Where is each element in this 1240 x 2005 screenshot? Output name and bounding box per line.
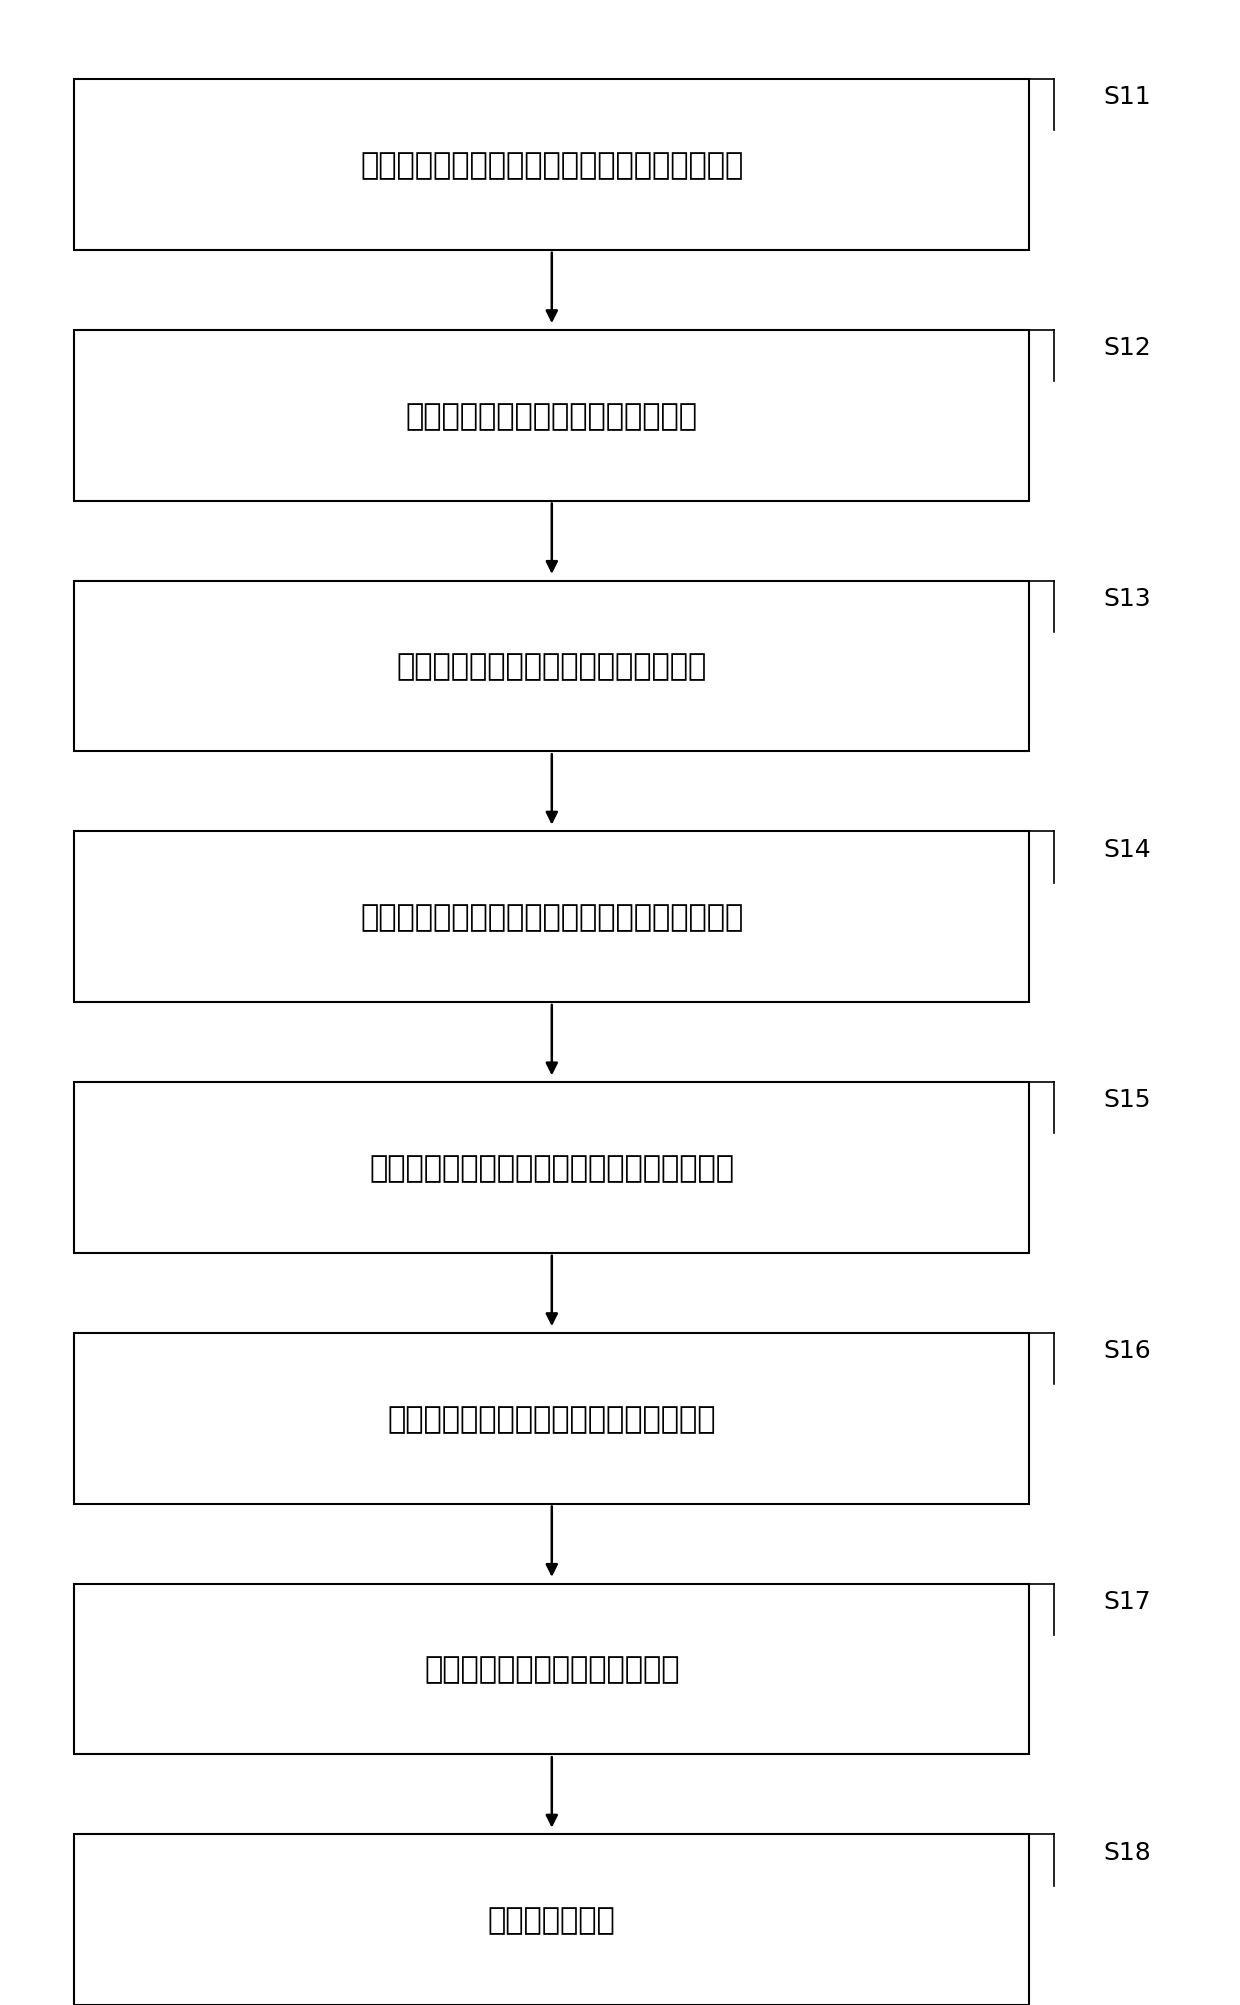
FancyBboxPatch shape [74, 1835, 1029, 2005]
Text: S12: S12 [1104, 337, 1152, 359]
Text: 粘片，所述衬底的底面与一粘片膜粘合: 粘片，所述衬底的底面与一粘片膜粘合 [397, 652, 707, 682]
Text: S18: S18 [1104, 1841, 1152, 1863]
Text: 劈裂，以获得相互分隔的所述半导体单元: 劈裂，以获得相互分隔的所述半导体单元 [388, 1404, 715, 1434]
Text: 进行后工序作业: 进行后工序作业 [487, 1905, 616, 1935]
Text: S13: S13 [1104, 587, 1151, 610]
Text: 贴保护膜，所述保护膜完全覆盖所述半导体元件: 贴保护膜，所述保护膜完全覆盖所述半导体元件 [360, 902, 744, 932]
Text: 提供一衬底，在所述衬底上生长多个半导体元件: 提供一衬底，在所述衬底上生长多个半导体元件 [360, 150, 744, 180]
Text: S15: S15 [1104, 1089, 1151, 1111]
FancyBboxPatch shape [74, 80, 1029, 251]
Text: S11: S11 [1104, 86, 1151, 108]
FancyBboxPatch shape [74, 1333, 1029, 1504]
FancyBboxPatch shape [74, 832, 1029, 1002]
FancyBboxPatch shape [74, 331, 1029, 501]
Text: 所述衬底进行减薄，抛光，背镀处理: 所述衬底进行减薄，抛光，背镀处理 [405, 401, 698, 431]
Text: S16: S16 [1104, 1339, 1152, 1361]
Text: S17: S17 [1104, 1590, 1151, 1612]
Text: 去除保护膜，按照倍率进行扩张: 去除保护膜，按照倍率进行扩张 [424, 1654, 680, 1684]
FancyBboxPatch shape [74, 1083, 1029, 1253]
FancyBboxPatch shape [74, 1584, 1029, 1754]
Text: 隐形切割，以在所述衬底内部形成变质层结构: 隐形切割，以在所述衬底内部形成变质层结构 [370, 1153, 734, 1183]
FancyBboxPatch shape [74, 581, 1029, 752]
Text: S14: S14 [1104, 838, 1152, 860]
